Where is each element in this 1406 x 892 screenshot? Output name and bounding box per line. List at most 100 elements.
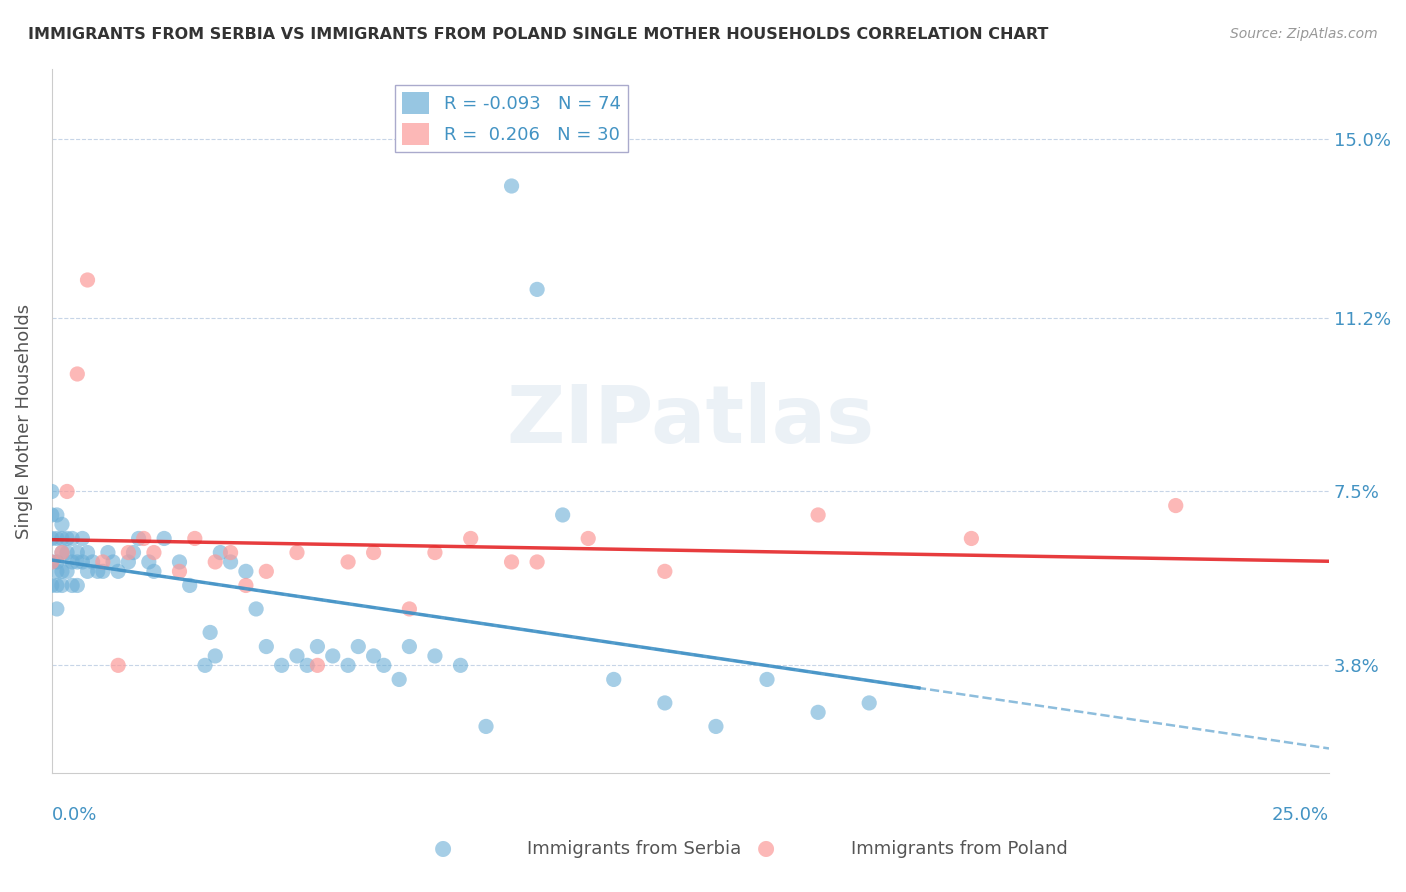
Point bbox=[169, 565, 191, 579]
Point bbox=[66, 578, 89, 592]
Point bbox=[235, 578, 257, 592]
Point bbox=[51, 565, 73, 579]
Point bbox=[45, 555, 67, 569]
Point bbox=[101, 555, 124, 569]
Point bbox=[526, 555, 548, 569]
Point bbox=[270, 658, 292, 673]
Point bbox=[179, 578, 201, 592]
Point bbox=[142, 565, 165, 579]
Text: 0.0%: 0.0% bbox=[52, 806, 97, 824]
Point bbox=[60, 532, 83, 546]
Point bbox=[654, 696, 676, 710]
Point bbox=[704, 719, 727, 733]
Point bbox=[76, 545, 98, 559]
Point bbox=[576, 532, 599, 546]
Point bbox=[219, 545, 242, 559]
Point bbox=[960, 532, 983, 546]
Text: 25.0%: 25.0% bbox=[1272, 806, 1329, 824]
Point bbox=[209, 545, 232, 559]
Point bbox=[66, 555, 89, 569]
Point bbox=[337, 555, 360, 569]
Point bbox=[204, 648, 226, 663]
Point bbox=[45, 508, 67, 522]
Y-axis label: Single Mother Households: Single Mother Households bbox=[15, 303, 32, 539]
Point bbox=[117, 545, 139, 559]
Point bbox=[60, 555, 83, 569]
Point bbox=[142, 545, 165, 559]
Point bbox=[51, 532, 73, 546]
Point bbox=[72, 555, 94, 569]
Text: ●: ● bbox=[434, 838, 451, 858]
Point bbox=[235, 565, 257, 579]
Point bbox=[285, 545, 308, 559]
Point bbox=[501, 555, 523, 569]
Point bbox=[122, 545, 145, 559]
Point bbox=[184, 532, 207, 546]
Point bbox=[41, 532, 63, 546]
Point bbox=[82, 555, 104, 569]
Point bbox=[245, 602, 267, 616]
Point bbox=[66, 367, 89, 381]
Point bbox=[45, 532, 67, 546]
Point bbox=[194, 658, 217, 673]
Point bbox=[295, 658, 318, 673]
Point bbox=[45, 602, 67, 616]
Point bbox=[45, 578, 67, 592]
Point bbox=[551, 508, 574, 522]
Point bbox=[56, 532, 79, 546]
Point bbox=[654, 565, 676, 579]
Point bbox=[117, 555, 139, 569]
Point bbox=[285, 648, 308, 663]
Point bbox=[322, 648, 344, 663]
Point bbox=[423, 545, 446, 559]
Point bbox=[501, 179, 523, 194]
Point bbox=[51, 545, 73, 559]
Point bbox=[72, 532, 94, 546]
Point bbox=[450, 658, 472, 673]
Text: ●: ● bbox=[758, 838, 775, 858]
Point bbox=[254, 565, 277, 579]
Point bbox=[307, 658, 329, 673]
Point bbox=[169, 555, 191, 569]
Point bbox=[204, 555, 226, 569]
Point bbox=[398, 640, 420, 654]
Point bbox=[198, 625, 221, 640]
Point bbox=[373, 658, 395, 673]
Text: Immigrants from Poland: Immigrants from Poland bbox=[851, 840, 1067, 858]
Point bbox=[107, 658, 129, 673]
Point bbox=[87, 565, 110, 579]
Point bbox=[107, 565, 129, 579]
Point bbox=[423, 648, 446, 663]
Point bbox=[76, 565, 98, 579]
Point bbox=[76, 273, 98, 287]
Point bbox=[66, 545, 89, 559]
Point bbox=[807, 508, 830, 522]
Point bbox=[254, 640, 277, 654]
Point bbox=[603, 673, 626, 687]
Point bbox=[347, 640, 370, 654]
Text: Source: ZipAtlas.com: Source: ZipAtlas.com bbox=[1230, 27, 1378, 41]
Point bbox=[138, 555, 160, 569]
Point bbox=[1164, 499, 1187, 513]
Point bbox=[56, 545, 79, 559]
Point bbox=[51, 578, 73, 592]
Point bbox=[475, 719, 498, 733]
Point bbox=[41, 555, 63, 569]
Point bbox=[756, 673, 779, 687]
Point bbox=[91, 555, 114, 569]
Point bbox=[41, 508, 63, 522]
Point bbox=[51, 517, 73, 532]
Point bbox=[41, 555, 63, 569]
Point bbox=[526, 282, 548, 296]
Point bbox=[51, 545, 73, 559]
Point bbox=[807, 706, 830, 720]
Point bbox=[60, 578, 83, 592]
Point bbox=[307, 640, 329, 654]
Text: ZIPatlas: ZIPatlas bbox=[506, 382, 875, 460]
Point bbox=[132, 532, 155, 546]
Point bbox=[363, 648, 385, 663]
Point bbox=[91, 565, 114, 579]
Legend: R = -0.093   N = 74, R =  0.206   N = 30: R = -0.093 N = 74, R = 0.206 N = 30 bbox=[395, 85, 628, 153]
Point bbox=[398, 602, 420, 616]
Point bbox=[153, 532, 176, 546]
